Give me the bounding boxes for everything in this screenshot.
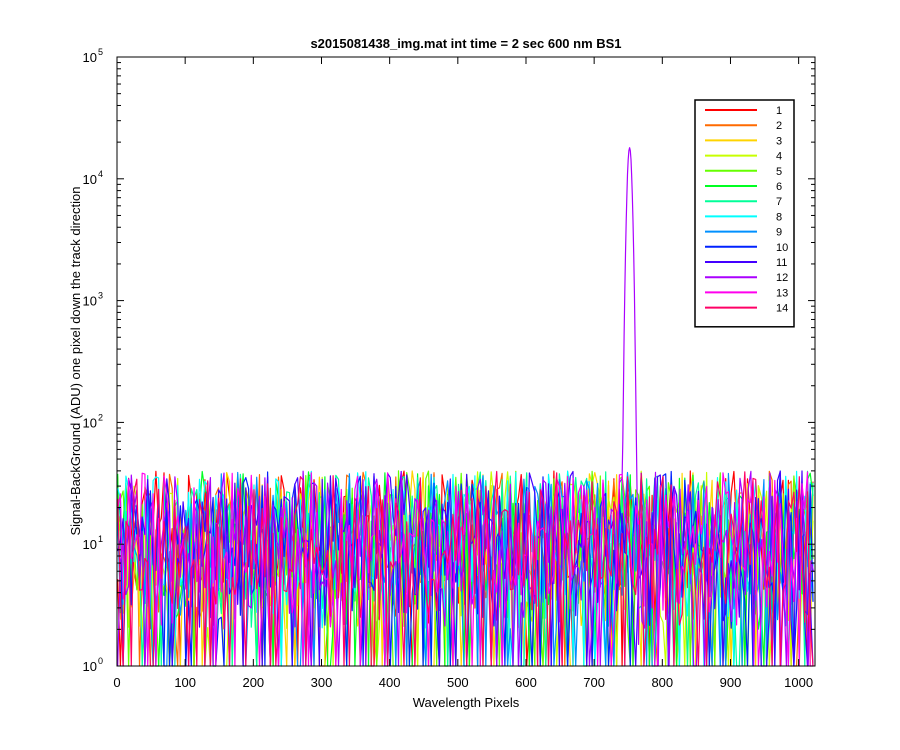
y-tick-exponent: 2 (98, 412, 103, 422)
legend-box (694, 99, 795, 328)
x-tick-label: 300 (311, 675, 333, 690)
y-tick-label: 10 (83, 537, 97, 552)
legend-label-9: 9 (776, 227, 782, 239)
series-line-14 (117, 470, 814, 667)
legend-label-6: 6 (776, 181, 782, 193)
y-tick-label: 10 (83, 172, 97, 187)
legend-label-14: 14 (776, 303, 788, 315)
legend-label-8: 8 (776, 211, 782, 223)
series-line-8 (117, 470, 814, 667)
legend-label-4: 4 (776, 151, 782, 163)
y-tick-label: 10 (83, 659, 97, 674)
legend-label-3: 3 (776, 135, 782, 147)
series-line-13 (117, 471, 813, 667)
x-tick-label: 800 (651, 675, 673, 690)
plot-frame (116, 56, 816, 667)
x-tick-label: 500 (447, 675, 469, 690)
legend-label-12: 12 (776, 272, 788, 284)
x-tick-label: 100 (174, 675, 196, 690)
x-tick-label: 900 (720, 675, 742, 690)
legend-label-10: 10 (776, 242, 788, 254)
y-tick-label: 10 (83, 50, 97, 65)
chart-title: s2015081438_img.mat int time = 2 sec 600… (310, 36, 621, 51)
x-tick-label: 0 (113, 675, 120, 690)
legend-label-2: 2 (776, 120, 782, 132)
y-tick-exponent: 5 (98, 47, 103, 57)
y-tick-label: 10 (83, 294, 97, 309)
y-tick-exponent: 4 (98, 169, 103, 179)
legend-label-7: 7 (776, 196, 782, 208)
y-tick-exponent: 3 (98, 291, 103, 301)
y-tick-label: 10 (83, 415, 97, 430)
x-tick-label: 400 (379, 675, 401, 690)
legend-label-11: 11 (776, 257, 787, 269)
x-axis: 0 100 200 300 400 500 600 700 800 900 1000 (113, 57, 813, 690)
x-tick-label: 200 (242, 675, 264, 690)
legend-label-13: 13 (776, 287, 788, 299)
x-tick-label: 1000 (784, 675, 813, 690)
y-tick-exponent: 0 (98, 656, 103, 666)
x-tick-label: 600 (515, 675, 537, 690)
x-tick-label: 700 (583, 675, 605, 690)
legend-label-1: 1 (776, 105, 782, 117)
x-axis-label: Wavelength Pixels (413, 695, 520, 710)
legend-label-5: 5 (776, 166, 782, 178)
y-axis-label: Signal-BackGround (ADU) one pixel down t… (68, 186, 83, 535)
series-layer (117, 147, 815, 667)
y-tick-exponent: 1 (98, 534, 103, 544)
